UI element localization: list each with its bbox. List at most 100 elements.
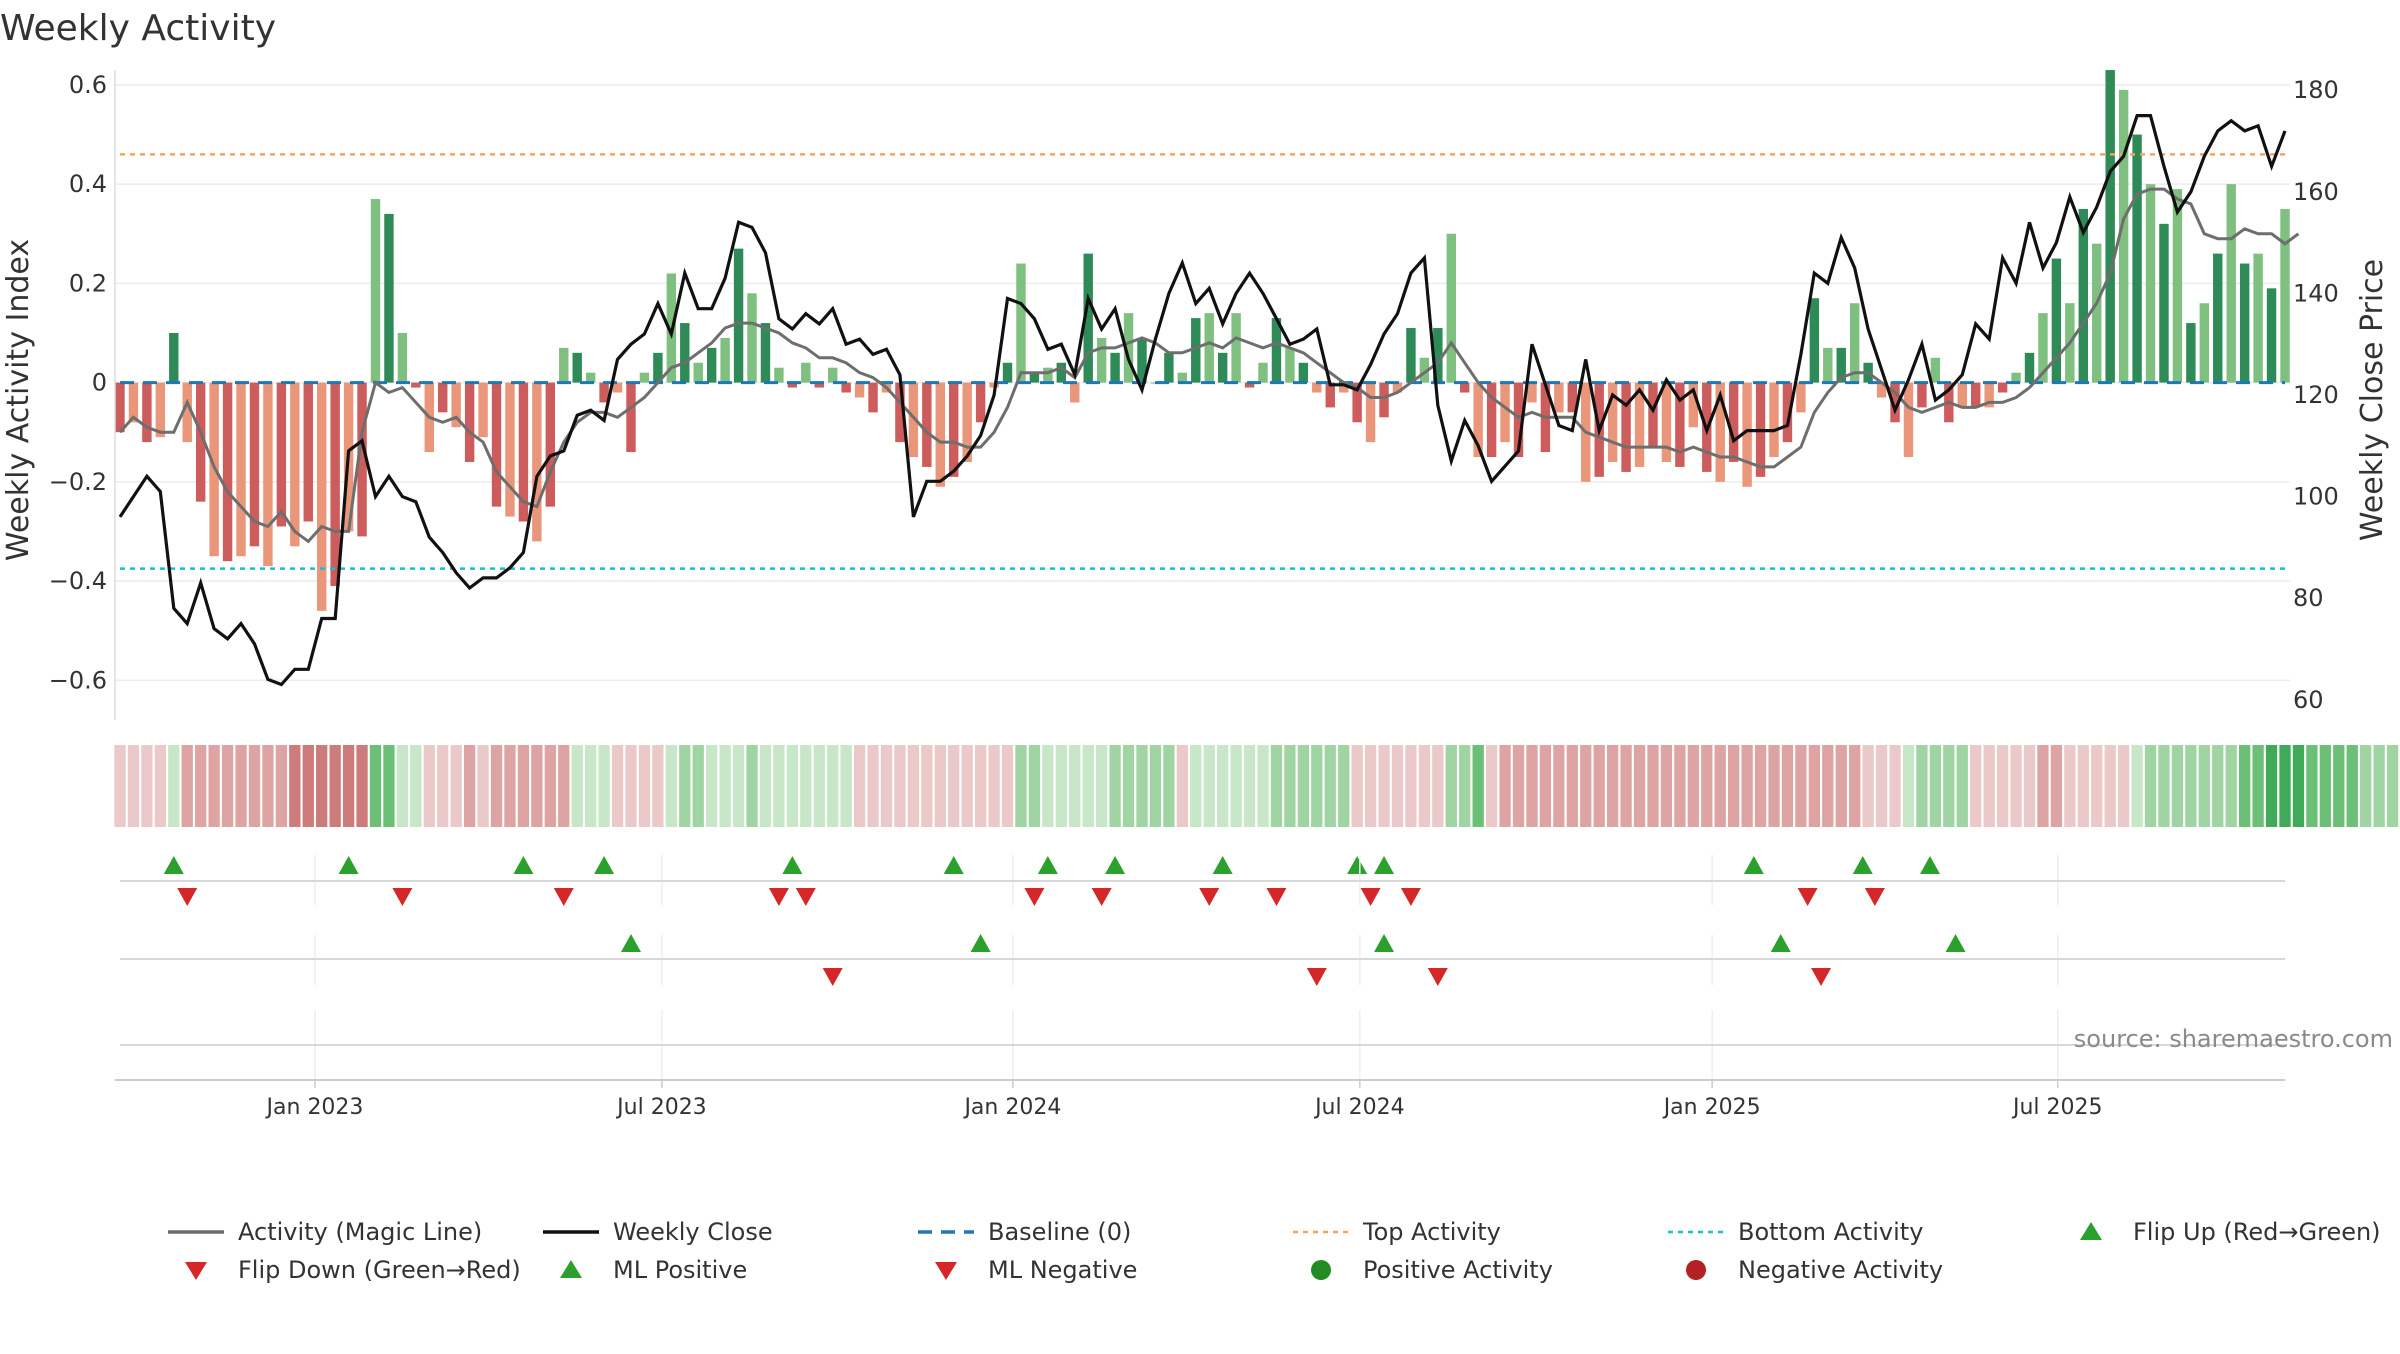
activity-bar [1930,357,1941,383]
heat-cell [638,745,651,827]
activity-bar [949,382,959,477]
activity-bar [1070,382,1080,403]
heat-cell [2050,745,2063,827]
activity-bar [2092,243,2102,383]
activity-bar [1728,382,1739,462]
legend-item: Positive Activity [1311,1256,1553,1284]
activity-bar [1849,303,1860,383]
activity-bar [680,323,690,383]
heat-cell [248,745,261,827]
flip-up-marker [338,856,359,874]
activity-bar [115,382,125,433]
heat-cell [369,745,382,827]
activity-bar [1365,382,1376,443]
legend-swatch [185,1262,207,1280]
heat-cell [289,745,301,827]
heat-cell [1203,745,1215,827]
heat-cell [558,745,570,827]
activity-bar [491,382,502,507]
heat-cell [342,745,355,827]
heat-cell [665,745,677,827]
activity-bar [1338,382,1349,393]
date-axis: Jan 2023 Jul 2023 Jan 2024 Jul 2024 Jan 2025… [115,855,2285,1120]
heat-cell [1015,745,1027,827]
heat-cell [1620,745,1632,827]
activity-bar [317,382,327,611]
activity-bar [827,367,838,383]
heat-cell [1432,745,1444,827]
heat-cell [2064,745,2076,827]
activity-bar [1298,362,1309,383]
heat-cell [1391,745,1404,827]
activity-bar [733,248,744,383]
heat-cell [2212,745,2224,827]
activity-bar [1392,382,1403,393]
activity-bar [1325,382,1335,408]
left-tick-label: 0.6 [69,71,107,99]
heat-cell [1795,745,1807,827]
activity-bar [1043,367,1053,383]
heat-cell [1633,745,1646,827]
activity-bar [303,382,313,522]
activity-bar [1823,347,1833,383]
left-tick-label: 0.2 [69,269,107,297]
heat-cell [1916,745,1928,827]
heat-cell [2319,745,2331,827]
heat-cell [1028,745,1041,827]
heat-cell [732,745,745,827]
activity-bar [182,382,192,443]
heat-cell [1324,745,1336,827]
activity-bar [1876,382,1887,398]
flip-down-marker [1091,888,1112,906]
heat-cell [988,745,1000,827]
activity-bar [922,382,932,467]
heat-cell [1781,745,1794,827]
heat-cell [692,745,704,827]
heat-cell [168,745,180,827]
activity-bar [1352,382,1362,423]
activity-bar [545,382,556,507]
activity-bar [1110,352,1120,383]
heat-cell [1338,745,1350,827]
ml-positive-marker [1770,934,1791,952]
legend-item: Flip Down (Green→Red) [185,1256,521,1284]
activity-bar [1971,382,1981,408]
heat-cell [2333,745,2345,827]
activity-bar [236,382,246,557]
heat-cell [262,745,274,827]
heat-cell [2144,745,2157,827]
right-tick-label: 140 [2293,279,2339,307]
flip-up-marker [943,856,964,874]
activity-bar [572,352,582,383]
activity-bar [1782,382,1793,443]
heat-cell [1499,745,1511,827]
activity-bar [518,382,529,522]
weekly-close-line [118,113,2287,687]
activity-bar [1500,382,1510,443]
legend-item: ML Negative [935,1256,1137,1284]
activity-bar [1634,382,1645,467]
heat-cell [1553,745,1565,827]
right-tick-label: 160 [2293,178,2339,206]
left-tick-label: −0.4 [49,567,107,595]
activity-bar [2159,223,2169,383]
ml-negative-marker [1427,968,1448,986]
legend: Activity (Magic Line) Weekly Close Baselin… [168,1218,2381,1284]
activity-bar [760,323,771,383]
chart-title: Weekly Activity [0,8,276,49]
heat-cell [1190,745,1202,827]
activity-bar [1419,357,1430,383]
heat-cell [1593,745,1605,827]
heat-cell [1566,745,1578,827]
legend-label: Baseline (0) [988,1218,1131,1246]
heat-cell [2239,745,2251,827]
activity-bar [2132,134,2142,383]
flip-down-marker [795,888,816,906]
activity-bar [370,199,381,383]
activity-bar [801,362,811,383]
heat-cell [221,745,234,827]
activity-bar [263,382,273,567]
heat-cell [921,745,933,827]
activity-bars [115,70,2290,611]
activity-bar [720,337,730,383]
